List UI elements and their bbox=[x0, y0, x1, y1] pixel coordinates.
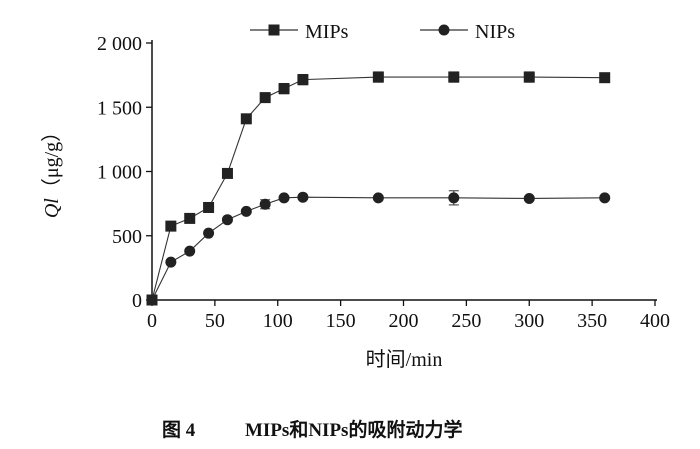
series-line bbox=[151, 196, 605, 301]
legend-label: MIPs bbox=[305, 21, 349, 43]
data-point bbox=[221, 167, 233, 179]
series-mips bbox=[146, 71, 611, 306]
data-point bbox=[599, 192, 611, 204]
data-point bbox=[278, 83, 290, 95]
legend-item-nips: NIPs bbox=[420, 21, 515, 43]
data-point bbox=[184, 212, 196, 224]
data-point bbox=[523, 192, 535, 204]
data-point bbox=[448, 192, 460, 204]
legend: MIPs NIPs bbox=[250, 21, 515, 43]
data-point bbox=[372, 192, 384, 204]
legend-marker bbox=[438, 24, 450, 36]
data-point bbox=[259, 92, 271, 104]
x-axis-label: 时间/min bbox=[366, 348, 443, 371]
y-tick-label: 1 000 bbox=[97, 162, 142, 184]
axes: 0 50 100 150 200 250 300 350 400 0 500 1 000 1 500 2 … bbox=[97, 33, 670, 332]
x-tick-label: 50 bbox=[205, 310, 225, 332]
y-tick-label: 0 bbox=[132, 290, 142, 312]
data-point bbox=[278, 192, 290, 204]
data-point bbox=[203, 201, 215, 213]
y-tick-label: 500 bbox=[112, 226, 142, 248]
x-tick-label: 250 bbox=[451, 310, 481, 332]
figure-number: 图 4 bbox=[162, 419, 196, 441]
x-tick-label: 200 bbox=[389, 310, 419, 332]
data-point bbox=[240, 205, 252, 217]
data-point bbox=[240, 113, 252, 125]
x-tick-label: 350 bbox=[577, 310, 607, 332]
series-line bbox=[151, 76, 605, 301]
data-point bbox=[297, 74, 309, 86]
data-point bbox=[599, 72, 611, 84]
legend-item-mips: MIPs bbox=[250, 21, 349, 43]
data-point bbox=[523, 71, 535, 83]
data-point bbox=[203, 227, 215, 239]
y-axis-label-unit: （μg/g） bbox=[40, 122, 63, 198]
x-tick-label: 0 bbox=[147, 310, 157, 332]
data-point bbox=[146, 294, 158, 306]
y-tick-label: 2 000 bbox=[97, 33, 142, 55]
data-point bbox=[297, 191, 309, 203]
x-tick-label: 300 bbox=[514, 310, 544, 332]
data-point bbox=[259, 198, 271, 210]
y-axis-label: Ql（μg/g） bbox=[40, 122, 63, 218]
legend-label: NIPs bbox=[475, 21, 515, 43]
x-tick-label: 150 bbox=[326, 310, 356, 332]
x-tick-label: 100 bbox=[263, 310, 293, 332]
legend-marker bbox=[268, 24, 280, 36]
series-group bbox=[146, 71, 611, 306]
series-nips bbox=[146, 190, 611, 306]
data-point bbox=[165, 256, 177, 268]
data-point bbox=[184, 245, 196, 257]
figure-caption: MIPs和NIPs的吸附动力学 bbox=[245, 418, 462, 441]
x-tick-label: 400 bbox=[640, 310, 670, 332]
data-point bbox=[165, 220, 177, 232]
data-point bbox=[221, 214, 233, 226]
data-point bbox=[448, 71, 460, 83]
data-point bbox=[372, 71, 384, 83]
y-tick-label: 1 500 bbox=[97, 97, 142, 119]
y-axis-label-symbol: Ql bbox=[41, 198, 63, 218]
